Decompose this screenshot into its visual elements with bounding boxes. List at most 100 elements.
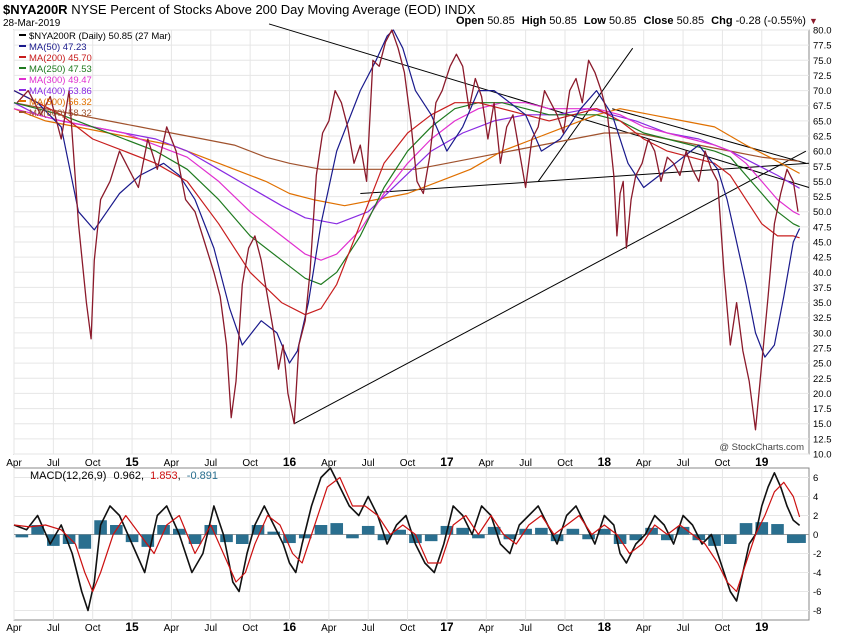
y-tick-label: 52.5 — [813, 192, 832, 203]
x-tick-label: 17 — [440, 620, 454, 633]
legend-label-ma300: MA(300) 49.47 — [29, 75, 92, 86]
histogram-bar — [157, 525, 170, 535]
histogram-bar — [330, 523, 344, 535]
open-label: Open — [456, 15, 485, 27]
macd-y-tick-label: 6 — [813, 473, 818, 484]
x-tick-label: Apr — [478, 623, 494, 633]
price-panel: 10.0 12.5 15.0 17.5 20.0 22.5 25.0 27.5 30.0 32.5… — [13, 23, 832, 461]
histogram-bar — [409, 534, 422, 544]
macd-panel-frame — [13, 467, 810, 621]
price-y-axis: 10.0 12.5 15.0 17.5 20.0 22.5 25.0 27.5 30.0 32.5… — [813, 26, 832, 461]
chg-down-arrow-icon: ▼ — [809, 16, 818, 26]
macd-y-tick-label: -2 — [813, 549, 821, 560]
macd-panel: -8 -6 -4 -2 0 2 4 6 MACD(12,26,9) 0.962, 1.853,… — [13, 467, 821, 621]
legend-label-ma600: MA(600) 58.32 — [29, 108, 92, 119]
x-tick-label: 18 — [598, 455, 612, 469]
chg-label: Chg — [711, 15, 733, 27]
y-tick-label: 35.0 — [813, 298, 832, 309]
legend-label-ma250: MA(250) 47.53 — [29, 64, 92, 75]
histogram-bar — [723, 534, 737, 544]
x-tick-label: 16 — [283, 620, 297, 633]
x-tick-label: Apr — [321, 623, 337, 633]
histogram-bar — [598, 528, 611, 535]
histogram-bar — [424, 534, 438, 542]
histogram-bar — [31, 525, 44, 535]
histogram-bar — [267, 531, 281, 535]
y-tick-label: 62.5 — [813, 132, 832, 143]
histogram-bar — [204, 525, 218, 535]
series-line-ma50 — [13, 29, 801, 364]
legend-label-ma500: MA(500) 56.32 — [29, 97, 92, 108]
x-tick-label: 19 — [755, 455, 769, 469]
symbol: $NYA200R — [3, 2, 68, 17]
legend-label-ma200: MA(200) 45.70 — [29, 53, 92, 64]
x-tick-label: Jul — [362, 458, 375, 469]
y-tick-label: 77.5 — [813, 41, 832, 52]
chart-date: 28-Mar-2019 — [3, 18, 61, 29]
y-tick-label: 67.5 — [813, 101, 832, 112]
y-tick-label: 42.5 — [813, 253, 832, 264]
histogram-bar — [676, 526, 690, 535]
macd-legend-value: 0.962 — [113, 470, 141, 482]
y-tick-label: 45.0 — [813, 238, 832, 249]
histogram-bar — [15, 534, 29, 538]
histogram-bar — [188, 534, 202, 544]
x-tick-label: Jul — [519, 458, 532, 469]
y-tick-label: 72.5 — [813, 71, 832, 82]
x-tick-label: 19 — [755, 620, 769, 633]
histogram-bar — [377, 534, 391, 541]
histogram-bar — [346, 534, 359, 539]
series-line-ma250 — [13, 102, 800, 285]
histogram-bar — [519, 528, 532, 535]
x-tick-label: Oct — [85, 623, 101, 633]
histogram-bar — [472, 534, 485, 539]
histogram-bar — [535, 527, 548, 535]
y-tick-label: 75.0 — [813, 56, 832, 67]
y-tick-label: 57.5 — [813, 162, 832, 173]
y-tick-label: 37.5 — [813, 283, 832, 294]
x-tick-label: Jul — [47, 458, 60, 469]
y-tick-label: 65.0 — [813, 116, 832, 127]
legend-label-price: $NYA200R (Daily) 50.85 (27 Mar) — [29, 31, 171, 42]
y-tick-label: 50.0 — [813, 207, 832, 218]
x-tick-label: Apr — [636, 623, 652, 633]
histogram-bar — [220, 534, 233, 543]
chart-symbol-title: $NYA200R NYSE Percent of Stocks Above 20… — [3, 2, 476, 17]
macd-y-tick-label: -4 — [813, 568, 821, 579]
histogram-bar — [550, 534, 564, 542]
close-value: 50.85 — [676, 15, 705, 27]
trendline-2018-down — [612, 108, 806, 164]
open-value: 50.85 — [487, 15, 515, 27]
histogram-bar — [62, 534, 76, 544]
y-tick-label: 80.0 — [813, 26, 832, 37]
macd-legend-hist: -0.891 — [187, 470, 218, 482]
macd-y-axis: -8 -6 -4 -2 0 2 4 6 — [813, 473, 821, 617]
y-tick-label: 30.0 — [813, 328, 832, 339]
low-label: Low — [583, 15, 606, 27]
high-value: 50.85 — [549, 15, 577, 27]
x-tick-label: Jul — [204, 623, 217, 633]
x-tick-label: Jul — [204, 458, 217, 469]
histogram-bar — [739, 523, 753, 535]
quote-summary: Open 50.85 High 50.85 Low 50.85 Close 50… — [456, 15, 818, 27]
histogram-bar — [456, 527, 469, 535]
y-tick-label: 70.0 — [813, 86, 832, 97]
low-value: 50.85 — [608, 15, 637, 27]
histogram-bar — [314, 525, 328, 535]
histogram-bar — [582, 534, 595, 540]
macd-y-tick-label: -8 — [813, 606, 821, 617]
y-tick-label: 60.0 — [813, 147, 832, 158]
y-tick-label: 27.5 — [813, 344, 832, 355]
x-tick-label: 16 — [283, 455, 297, 469]
y-tick-label: 12.5 — [813, 434, 832, 445]
histogram-bar — [235, 534, 249, 544]
histogram-bar — [503, 534, 517, 540]
y-tick-label: 32.5 — [813, 313, 832, 324]
histogram-bar — [47, 534, 60, 546]
x-tick-label: 15 — [125, 455, 139, 469]
trendline-2016-2018 — [360, 162, 810, 195]
x-tick-label: Oct — [557, 458, 573, 469]
macd-line-signal — [13, 476, 801, 593]
histogram-bar — [566, 528, 580, 535]
